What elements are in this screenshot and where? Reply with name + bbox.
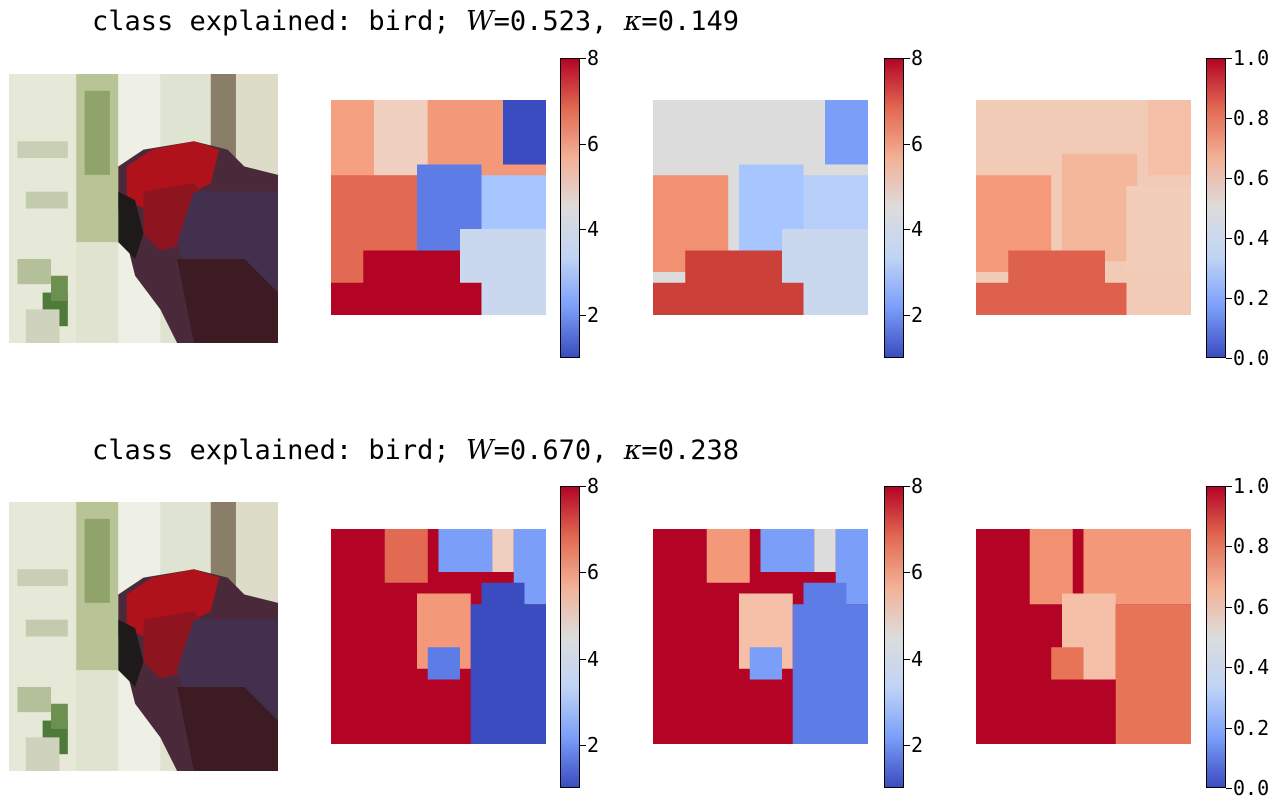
colorbar-tick xyxy=(580,745,586,746)
colorbar-tick-label: 6 xyxy=(587,132,600,156)
colorbar-tick-label: 8 xyxy=(911,46,924,70)
colorbar-2 xyxy=(884,486,904,788)
colorbar-tick-label: 0.6 xyxy=(1233,166,1270,190)
colorbar-tick xyxy=(904,486,910,487)
colorbar-tick xyxy=(580,144,586,145)
colorbar-tick xyxy=(1226,667,1232,668)
colorbar-tick xyxy=(1226,728,1232,729)
colorbar-tick xyxy=(904,745,910,746)
colorbar-tick xyxy=(1226,486,1232,487)
colorbar-tick-label: 0.4 xyxy=(1233,226,1270,250)
colorbar-tick xyxy=(580,659,586,660)
colorbar-tick-label: 0.0 xyxy=(1233,776,1270,800)
heatmap-importance-1 xyxy=(331,529,546,744)
colorbar-tick xyxy=(904,144,910,145)
colorbar-tick-label: 2 xyxy=(911,303,924,327)
colorbar-tick xyxy=(904,315,910,316)
colorbar-tick-label: 0.4 xyxy=(1233,655,1270,679)
colorbar-tick xyxy=(1226,607,1232,608)
colorbar-tick-label: 0.0 xyxy=(1233,346,1270,370)
colorbar-tick xyxy=(580,315,586,316)
colorbar-tick-label: 0.8 xyxy=(1233,534,1270,558)
colorbar-tick-label: 8 xyxy=(587,46,600,70)
colorbar-1 xyxy=(560,486,580,788)
colorbar-3 xyxy=(1206,58,1226,358)
heatmap-importance-2 xyxy=(653,100,868,315)
colorbar-tick xyxy=(1226,788,1232,789)
colorbar-tick-label: 4 xyxy=(911,647,924,671)
row-title: class explained: bird; W=0.523, κ=0.149 xyxy=(92,6,739,37)
colorbar-tick xyxy=(1226,118,1232,119)
colorbar-tick xyxy=(904,572,910,573)
input-image-bird xyxy=(9,74,278,343)
colorbar-tick xyxy=(904,229,910,230)
colorbar-tick-label: 0.2 xyxy=(1233,286,1270,310)
colorbar-tick xyxy=(580,58,586,59)
colorbar-tick xyxy=(904,58,910,59)
heatmap-importance-2 xyxy=(653,529,868,744)
colorbar-tick-label: 8 xyxy=(587,474,600,498)
colorbar-tick-label: 6 xyxy=(911,560,924,584)
colorbar-1 xyxy=(560,58,580,358)
colorbar-tick xyxy=(1226,238,1232,239)
colorbar-tick xyxy=(904,659,910,660)
colorbar-tick-label: 1.0 xyxy=(1233,46,1270,70)
colorbar-tick-label: 4 xyxy=(587,647,600,671)
colorbar-tick-label: 0.6 xyxy=(1233,595,1270,619)
colorbar-tick-label: 2 xyxy=(911,733,924,757)
colorbar-tick-label: 4 xyxy=(587,217,600,241)
colorbar-tick-label: 6 xyxy=(911,132,924,156)
colorbar-tick xyxy=(1226,178,1232,179)
colorbar-tick xyxy=(1226,58,1232,59)
colorbar-tick-label: 0.8 xyxy=(1233,106,1270,130)
colorbar-tick xyxy=(580,486,586,487)
colorbar-tick xyxy=(1226,298,1232,299)
colorbar-tick-label: 8 xyxy=(911,474,924,498)
colorbar-tick-label: 2 xyxy=(587,303,600,327)
heatmap-importance-3 xyxy=(976,100,1191,315)
colorbar-3 xyxy=(1206,486,1226,788)
colorbar-tick xyxy=(580,229,586,230)
colorbar-tick-label: 6 xyxy=(587,560,600,584)
heatmap-importance-1 xyxy=(331,100,546,315)
colorbar-tick-label: 2 xyxy=(587,733,600,757)
colorbar-tick xyxy=(580,572,586,573)
row-title: class explained: bird; W=0.670, κ=0.238 xyxy=(92,435,739,466)
colorbar-tick-label: 1.0 xyxy=(1233,474,1270,498)
colorbar-2 xyxy=(884,58,904,358)
colorbar-tick xyxy=(1226,358,1232,359)
colorbar-tick-label: 0.2 xyxy=(1233,716,1270,740)
colorbar-tick-label: 4 xyxy=(911,217,924,241)
input-image-bird xyxy=(9,502,278,771)
colorbar-tick xyxy=(1226,546,1232,547)
heatmap-importance-3 xyxy=(976,529,1191,744)
